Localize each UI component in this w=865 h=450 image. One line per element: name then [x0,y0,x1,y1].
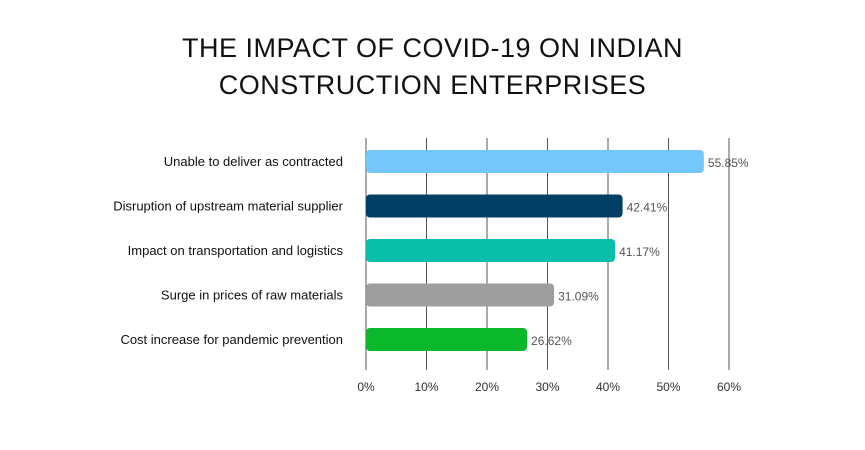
bar [366,283,555,307]
bar [366,194,623,218]
data-label: 55.85% [708,156,749,170]
bar [366,328,528,351]
chart-title-line-2: CONSTRUCTION ENTERPRISES [218,70,647,100]
bar [366,239,616,262]
data-label: 31.09% [558,290,599,304]
x-tick-label: 0% [357,380,375,394]
chart-title: THE IMPACT OF COVID-19 ON INDIAN CONSTRU… [0,30,865,104]
chart-title-line-1: THE IMPACT OF COVID-19 ON INDIAN [181,33,684,63]
data-label: 41.17% [619,245,660,259]
category-label: Impact on transportation and logistics [128,243,344,258]
x-tick-label: 10% [414,380,438,394]
category-label: Unable to deliver as contracted [164,154,343,169]
x-tick-label: 30% [535,380,559,394]
x-tick-label: 40% [596,380,620,394]
x-tick-label: 60% [717,380,741,394]
data-label: 26.62% [531,334,572,348]
category-label: Disruption of upstream material supplier [113,199,343,214]
x-tick-label: 50% [656,380,680,394]
data-label: 42.41% [627,201,668,215]
category-label: Cost increase for pandemic prevention [120,332,343,347]
category-label: Surge in prices of raw materials [161,288,344,303]
x-tick-label: 20% [475,380,499,394]
bar [366,150,704,173]
